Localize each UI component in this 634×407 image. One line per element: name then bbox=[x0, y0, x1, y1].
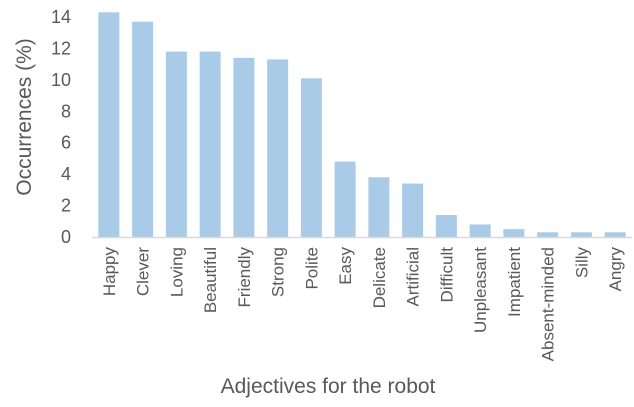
y-tick-label: 10 bbox=[51, 70, 71, 90]
bar-strong bbox=[267, 59, 289, 237]
bar-impatient bbox=[503, 229, 525, 237]
x-category-label: Unpleasant bbox=[471, 247, 490, 333]
bars bbox=[98, 12, 626, 238]
x-category-label: Happy bbox=[100, 247, 119, 297]
x-category-label: Beautiful bbox=[201, 247, 220, 313]
x-category-label: Strong bbox=[269, 247, 288, 297]
y-tick-label: 12 bbox=[51, 38, 71, 58]
y-tick-label: 0 bbox=[61, 227, 71, 247]
x-category-label: Absent-minded bbox=[539, 247, 558, 361]
x-category-label: Clever bbox=[134, 247, 153, 296]
x-category-label: Delicate bbox=[370, 247, 389, 308]
bar-silly bbox=[570, 232, 592, 237]
y-tick-label: 4 bbox=[61, 164, 71, 184]
x-category-label: Easy bbox=[336, 247, 355, 285]
bar-clever bbox=[132, 21, 154, 238]
x-axis-title: Adjectives for the robot bbox=[221, 375, 436, 398]
x-category-label: Friendly bbox=[235, 247, 254, 308]
bar-difficult bbox=[435, 215, 457, 237]
bar-happy bbox=[98, 12, 120, 237]
bar-easy bbox=[334, 161, 356, 237]
x-category-label: Impatient bbox=[505, 247, 524, 317]
x-category-label: Silly bbox=[572, 247, 591, 279]
bar-angry bbox=[604, 232, 626, 237]
bar-unpleasant bbox=[469, 224, 491, 237]
bar-beautiful bbox=[199, 51, 221, 238]
y-tick-label: 14 bbox=[51, 7, 71, 27]
y-tick-label: 6 bbox=[61, 133, 71, 153]
x-category-label: Polite bbox=[302, 247, 321, 290]
bar-friendly bbox=[233, 57, 255, 237]
bar-polite bbox=[300, 78, 322, 238]
bar-delicate bbox=[368, 177, 390, 237]
bar-absent-minded bbox=[537, 232, 559, 237]
x-category-label: Loving bbox=[167, 247, 186, 297]
y-tick-label: 8 bbox=[61, 101, 71, 121]
x-category-label: Angry bbox=[606, 247, 625, 292]
y-axis-ticks: 0 2 4 6 8 10 12 14 bbox=[51, 7, 71, 247]
bar-loving bbox=[165, 51, 187, 238]
y-axis-title: Occurrences (%) bbox=[13, 38, 36, 196]
y-tick-label: 2 bbox=[61, 196, 71, 216]
x-category-label: Difficult bbox=[437, 247, 456, 303]
bar-artificial bbox=[402, 183, 424, 237]
x-axis-category-labels: Happy Clever Loving Beautiful Friendly Strong… bbox=[100, 247, 625, 362]
x-category-label: Artificial bbox=[404, 247, 423, 307]
